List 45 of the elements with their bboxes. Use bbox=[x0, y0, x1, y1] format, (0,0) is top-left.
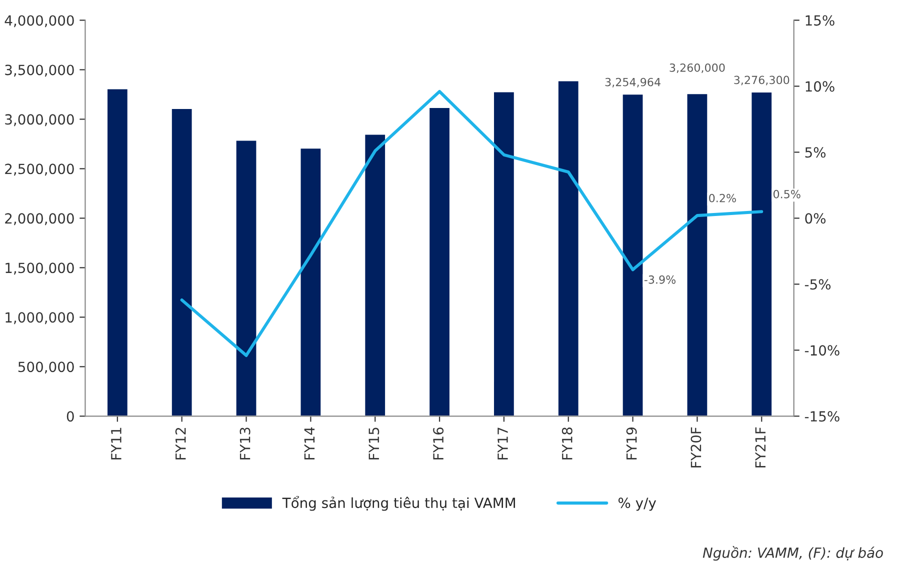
x-tick-label: FY21F bbox=[755, 427, 766, 468]
data-label: 3,276,300 bbox=[734, 76, 790, 86]
x-tick-label: FY13 bbox=[240, 428, 250, 460]
y2-tick-label: -5% bbox=[804, 279, 831, 290]
x-tick-label: FY16 bbox=[433, 427, 444, 460]
y-tick-label: 4,000,000 bbox=[4, 15, 74, 28]
data-label: 0.2% bbox=[709, 194, 736, 202]
x-tick-label: FY11 bbox=[111, 428, 122, 460]
legend-label: Tổng sản lượng tiêu thụ tại VAMM bbox=[282, 496, 515, 511]
x-tick-label: FY17 bbox=[498, 428, 508, 460]
y-tick-label: 2,000,000 bbox=[5, 213, 74, 226]
bar bbox=[428, 106, 451, 416]
y2-tick-label: 5% bbox=[805, 147, 826, 158]
y-tick-label: 3,500,000 bbox=[5, 64, 74, 77]
x-tick-label: FY19 bbox=[626, 428, 637, 460]
data-label: -3.9% bbox=[644, 275, 676, 284]
bar bbox=[299, 147, 322, 416]
y-tick-label: 500,000 bbox=[18, 362, 74, 374]
y2-tick-label: 15% bbox=[806, 15, 834, 26]
bar bbox=[364, 133, 386, 416]
bar bbox=[170, 108, 194, 416]
bar bbox=[557, 80, 580, 416]
y-tick-label: 1,500,000 bbox=[6, 262, 74, 275]
bar bbox=[492, 90, 516, 416]
y-tick-label: 0 bbox=[66, 411, 74, 422]
y2-tick-label: 0% bbox=[805, 213, 826, 224]
data-label: 0.5% bbox=[773, 190, 800, 198]
legend-label: % y/y bbox=[618, 498, 656, 511]
x-tick-label: FY20F bbox=[690, 427, 702, 468]
bar bbox=[106, 88, 129, 416]
data-label: 3,254,964 bbox=[605, 78, 660, 88]
x-tick-label: FY15 bbox=[368, 428, 380, 460]
y-tick-label: 2,500,000 bbox=[5, 164, 74, 176]
y-tick-label: 3,000,000 bbox=[5, 114, 74, 126]
y2-tick-label: -10% bbox=[804, 345, 840, 356]
data-label: 3,260,000 bbox=[670, 63, 725, 74]
line-series bbox=[180, 90, 764, 357]
y2-tick-label: 10% bbox=[806, 81, 834, 92]
x-tick-label: FY18 bbox=[562, 428, 572, 460]
x-tick-label: FY14 bbox=[304, 427, 315, 460]
bar bbox=[234, 139, 258, 416]
y-tick-label: 1,000,000 bbox=[6, 312, 74, 324]
x-tick-label: FY12 bbox=[175, 428, 186, 460]
y2-tick-label: -15% bbox=[804, 411, 840, 422]
text: Nguồn: VAMM, (F): dự báo bbox=[702, 546, 883, 561]
